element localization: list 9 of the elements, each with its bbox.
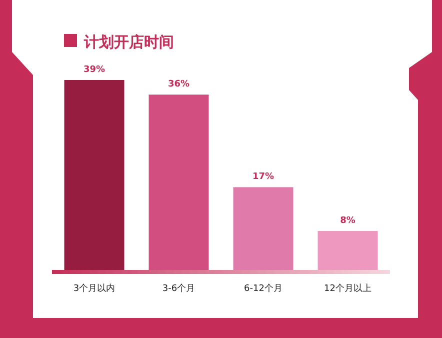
x-tick-label: 3-6个月 bbox=[162, 283, 196, 294]
x-tick-label: 12个月以上 bbox=[324, 283, 372, 294]
x-tick-label: 6-12个月 bbox=[244, 283, 282, 294]
data-label: 8% bbox=[340, 216, 356, 226]
data-label: 39% bbox=[83, 65, 106, 75]
data-label: 17% bbox=[252, 172, 274, 182]
data-label: 36% bbox=[168, 80, 190, 90]
chart-title: 计划开店时间 bbox=[83, 33, 174, 51]
x-tick-label: 3个月以内 bbox=[73, 283, 116, 294]
